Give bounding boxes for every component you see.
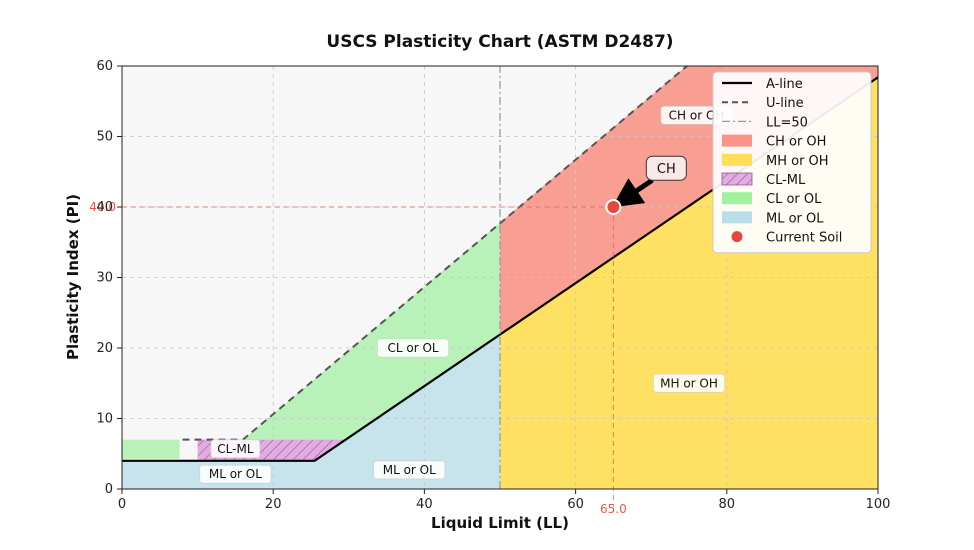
legend-item-cl-ml: CL-ML — [721, 172, 806, 188]
legend-swatch — [722, 153, 752, 166]
region-label-mh-or-oh: MH or OH — [653, 373, 725, 393]
y-tick-label: 60 — [96, 59, 113, 74]
region-label-cl-ml-box — [210, 439, 261, 459]
legend-label: LL=50 — [766, 115, 808, 130]
legend-item-cl-or-ol: CL or OL — [722, 192, 822, 207]
y-tick-label: 40 — [96, 200, 113, 215]
region-label-ml-or-ol-text: ML or OL — [383, 463, 436, 477]
y-axis-label: Plasticity Index (PI) — [64, 194, 82, 360]
region-label-cl-ml: CL-ML — [210, 439, 261, 459]
region-label-mh-or-oh-text: MH or OH — [660, 376, 718, 390]
legend-swatch — [721, 172, 753, 186]
callout: CH — [645, 155, 687, 181]
legend-item-current-soil: Current Soil — [731, 231, 842, 246]
x-tick-label: 60 — [567, 497, 584, 512]
region-label-cl-or-ol-box — [377, 338, 449, 358]
legend-item-ch-or-oh: CH or OH — [722, 134, 826, 150]
legend-label: U-line — [766, 96, 804, 111]
region-cl-ol-left — [122, 439, 180, 459]
y-tick-label: 20 — [96, 341, 113, 356]
legend-item-a-line: A-line — [722, 77, 803, 92]
legend-swatch — [731, 231, 743, 243]
callout-label: CH — [657, 162, 676, 177]
legend-item-mh-or-oh: MH or OH — [722, 153, 829, 169]
a-line-line — [122, 76, 878, 462]
legend-label: ML or OL — [766, 211, 824, 226]
region-label-cl-ml-text: CL-ML — [217, 442, 254, 456]
region-label-mh-or-oh-box — [653, 373, 725, 393]
legend-swatch — [722, 192, 752, 205]
y-tick-label: 0 — [105, 482, 113, 497]
legend-swatch — [722, 134, 752, 147]
reference-lines: 65.0 40.0 — [89, 200, 626, 516]
legend-label: MH or OH — [766, 154, 829, 169]
region-ml-ol-low — [122, 334, 500, 489]
chart-title: USCS Plasticity Chart (ASTM D2487) — [326, 32, 673, 52]
region-label-ml-or-ol-box — [373, 460, 446, 480]
axis-ticks: 0 20 40 60 80 100 0 10 20 30 40 50 60 — [96, 59, 890, 512]
pi-reference-value: 40.0 — [89, 200, 116, 214]
x-tick-label: 100 — [866, 497, 891, 512]
x-tick-label: 20 — [265, 497, 282, 512]
region-label-ml-or-ol: ML or OL — [373, 460, 446, 480]
y-tick-label: 50 — [96, 130, 113, 145]
legend: A-line U-line LL=50 CH or OH MH or OH CL-ML CL… — [712, 71, 872, 254]
region-label-cl-or-ol: CL or OL — [377, 338, 449, 358]
region-label-ch-or-oh-text: CH or OH — [669, 108, 725, 122]
legend-frame — [712, 71, 872, 254]
region-label-cl-or-ol-text: CL or OL — [388, 341, 439, 355]
legend-swatch — [722, 211, 752, 224]
legend-item-u-line: U-line — [722, 96, 804, 111]
current-soil-point — [605, 199, 622, 215]
y-tick-label: 30 — [96, 271, 113, 286]
x-axis-label: Liquid Limit (LL) — [431, 514, 569, 532]
x-tick-label: 40 — [416, 497, 433, 512]
legend-label: Current Soil — [766, 231, 842, 246]
legend-label: CL or OL — [766, 192, 822, 207]
callout-box — [645, 155, 687, 181]
legend-item-ll-50: LL=50 — [722, 115, 808, 130]
legend-item-ml-or-ol: ML or OL — [722, 211, 824, 226]
legend-label: A-line — [766, 77, 803, 92]
current-soil-layer: CH — [605, 155, 687, 215]
region-label-ml-or-ol-left: ML or OL — [199, 464, 272, 484]
region-label-ml-or-ol-left-text: ML or OL — [209, 467, 262, 481]
region-label-ml-or-ol-left-box — [199, 464, 272, 484]
x-tick-label: 80 — [719, 497, 736, 512]
legend-label: CH or OH — [766, 135, 826, 150]
x-tick-label: 0 — [118, 497, 126, 512]
callout-arrow — [611, 178, 654, 208]
ll-reference-value: 65.0 — [600, 502, 627, 516]
y-tick-label: 10 — [96, 412, 113, 427]
legend-label: CL-ML — [766, 173, 806, 188]
